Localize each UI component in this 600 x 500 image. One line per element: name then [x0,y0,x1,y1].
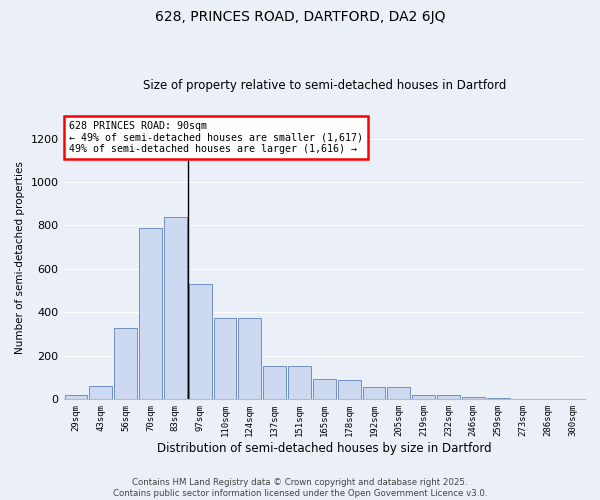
Bar [462,396,485,400]
Bar [487,398,509,400]
Bar [188,284,212,400]
Bar [89,386,112,400]
Bar [437,396,460,400]
Title: Size of property relative to semi-detached houses in Dartford: Size of property relative to semi-detach… [143,79,506,92]
Y-axis label: Number of semi-detached properties: Number of semi-detached properties [15,162,25,354]
Bar [114,328,137,400]
Bar [362,387,385,400]
Bar [238,318,261,400]
Bar [139,228,162,400]
Bar [263,366,286,400]
Bar [288,366,311,400]
Text: 628, PRINCES ROAD, DARTFORD, DA2 6JQ: 628, PRINCES ROAD, DARTFORD, DA2 6JQ [155,10,445,24]
Text: Contains HM Land Registry data © Crown copyright and database right 2025.
Contai: Contains HM Land Registry data © Crown c… [113,478,487,498]
Bar [388,387,410,400]
X-axis label: Distribution of semi-detached houses by size in Dartford: Distribution of semi-detached houses by … [157,442,491,455]
Bar [338,380,361,400]
Bar [65,395,88,400]
Bar [214,318,236,400]
Bar [164,217,187,400]
Bar [412,395,435,400]
Bar [313,378,335,400]
Text: 628 PRINCES ROAD: 90sqm
← 49% of semi-detached houses are smaller (1,617)
49% of: 628 PRINCES ROAD: 90sqm ← 49% of semi-de… [69,121,363,154]
